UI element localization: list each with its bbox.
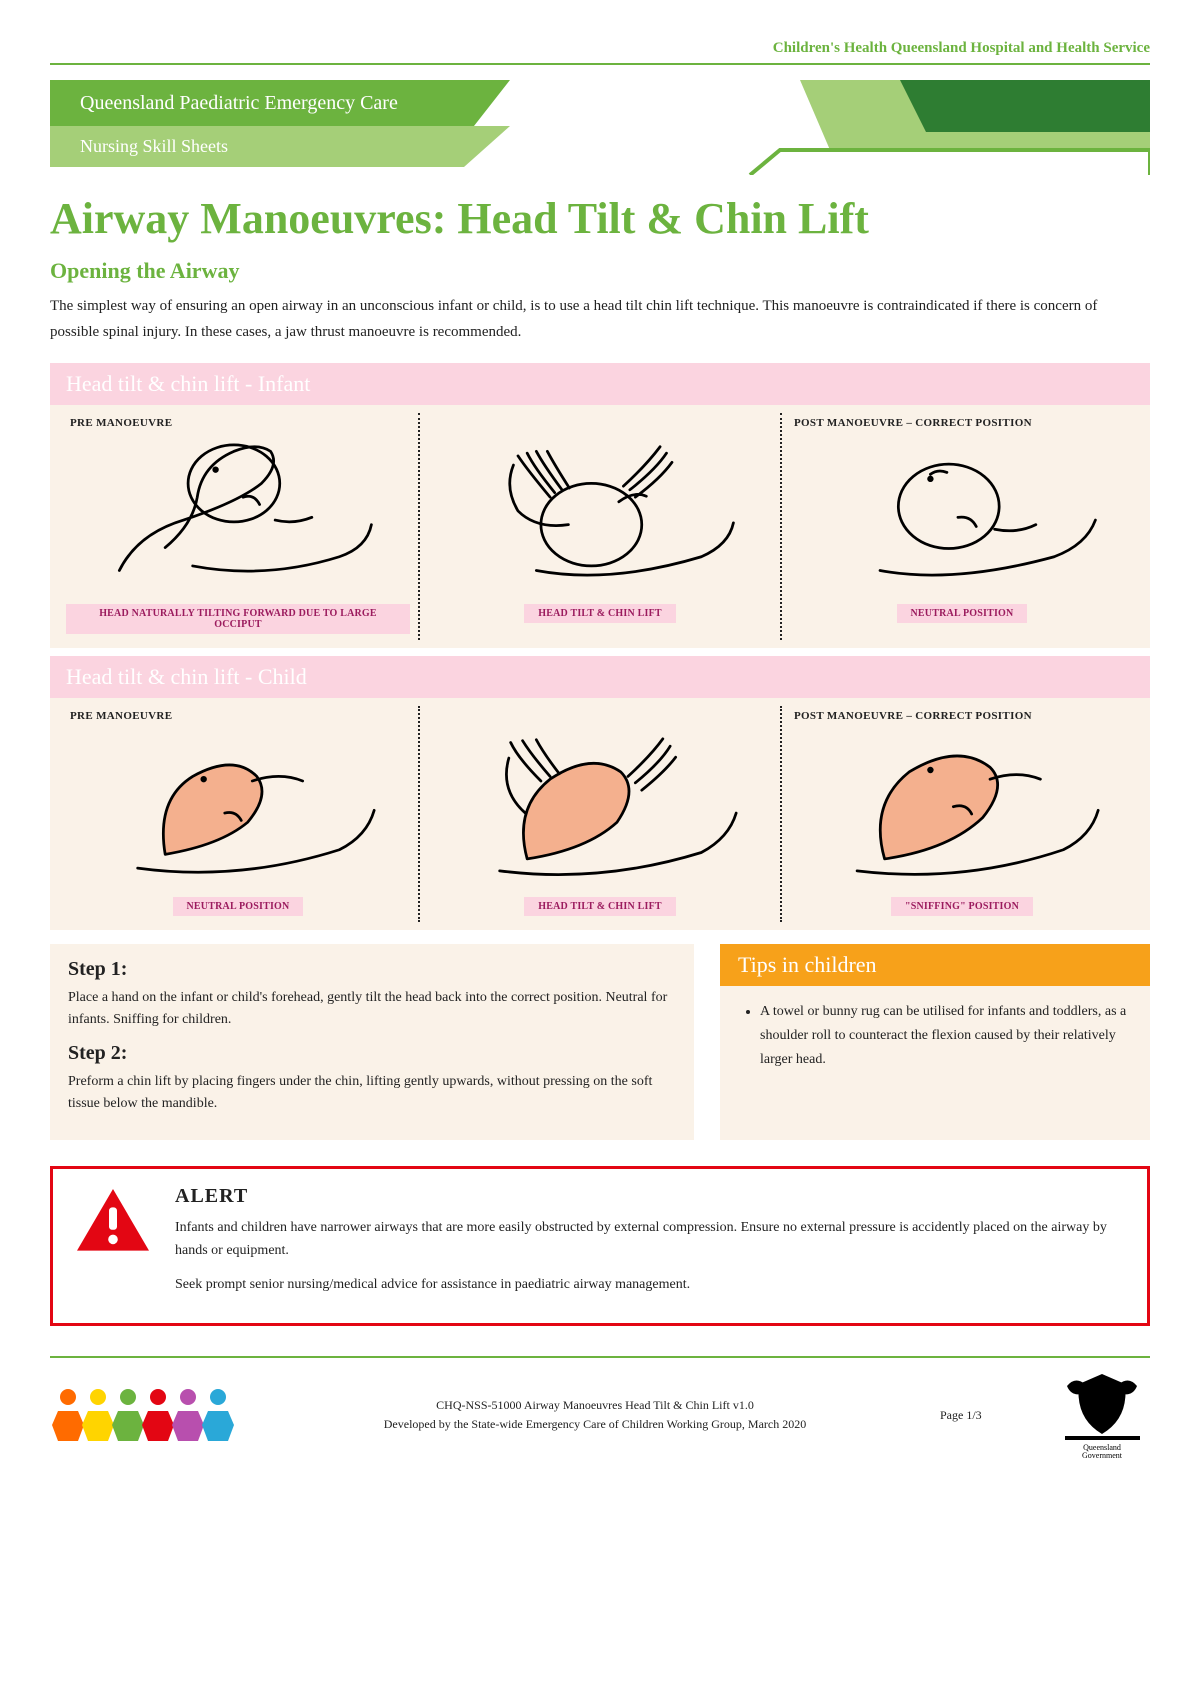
footer-page-number: Page 1/3 (940, 1408, 1020, 1423)
banner-department: Queensland Paediatric Emergency Care (50, 80, 510, 127)
panel-caption: HEAD TILT & CHIN LIFT (524, 604, 676, 623)
step2-body: Preform a chin lift by placing fingers u… (68, 1071, 676, 1116)
step1-body: Place a hand on the infant or child's fo… (68, 987, 676, 1032)
alert-text: ALERT Infants and children have narrower… (175, 1185, 1127, 1307)
panel-caption: NEUTRAL POSITION (173, 897, 304, 916)
infant-figure-pre (66, 433, 410, 598)
panel-caption: HEAD NATURALLY TILTING FORWARD DUE TO LA… (66, 604, 410, 634)
alert-paragraph-1: Infants and children have narrower airwa… (175, 1216, 1127, 1264)
steps-tips-row: Step 1: Place a hand on the infant or ch… (50, 944, 1150, 1140)
infant-diagram-row: PRE MANOEUVRE HEAD NATURALLY TILTING FOR… (50, 405, 1150, 648)
infant-panel-1: PRE MANOEUVRE HEAD NATURALLY TILTING FOR… (58, 413, 420, 640)
footer-ref-line: CHQ-NSS-51000 Airway Manoeuvres Head Til… (270, 1396, 920, 1415)
panel-top-label (428, 708, 772, 726)
panel-top-label: PRE MANOEUVRE (66, 415, 410, 433)
panel-top-label: POST MANOEUVRE – CORRECT POSITION (790, 415, 1134, 433)
panel-top-label: PRE MANOEUVRE (66, 708, 410, 726)
alert-title: ALERT (175, 1185, 1127, 1208)
panel-caption: HEAD TILT & CHIN LIFT (524, 897, 676, 916)
child-panel-1: PRE MANOEUVRE NEUTRAL POSITION (58, 706, 420, 922)
section-heading-child: Head tilt & chin lift - Child (50, 656, 1150, 698)
page-title: Airway Manoeuvres: Head Tilt & Chin Lift (50, 193, 1150, 244)
infant-figure-lift (428, 433, 772, 598)
child-figure-post (790, 726, 1134, 891)
banner-decoration (630, 80, 1150, 175)
footer-reference: CHQ-NSS-51000 Airway Manoeuvres Head Til… (270, 1396, 920, 1434)
step1-heading: Step 1: (68, 958, 676, 981)
page-footer: CHQ-NSS-51000 Airway Manoeuvres Head Til… (50, 1356, 1150, 1463)
child-panel-3: POST MANOEUVRE – CORRECT POSITION "SNIFF… (782, 706, 1142, 922)
panel-top-label: POST MANOEUVRE – CORRECT POSITION (790, 708, 1134, 726)
child-figure-pre (66, 726, 410, 891)
banner-area: Queensland Paediatric Emergency Care Nur… (50, 80, 1150, 175)
svg-text:Government: Government (1082, 1451, 1123, 1458)
alert-paragraph-2: Seek prompt senior nursing/medical advic… (175, 1273, 1127, 1297)
alert-box: ALERT Infants and children have narrower… (50, 1166, 1150, 1326)
tips-item: A towel or bunny rug can be utilised for… (760, 1000, 1130, 1071)
children-figures-icon (50, 1383, 250, 1448)
infant-figure-post (790, 433, 1134, 598)
alert-triangle-icon (73, 1185, 153, 1307)
steps-column: Step 1: Place a hand on the infant or ch… (50, 944, 694, 1140)
child-figure-lift (428, 726, 772, 891)
step2-heading: Step 2: (68, 1042, 676, 1065)
banner-series: Nursing Skill Sheets (50, 126, 510, 167)
panel-top-label (428, 415, 772, 433)
government-crest-icon: Queensland Government (1040, 1368, 1150, 1463)
brand-line: Children's Health Queensland Hospital an… (50, 40, 1150, 65)
page-subtitle: Opening the Airway (50, 258, 1150, 284)
panel-caption: NEUTRAL POSITION (897, 604, 1028, 623)
child-panel-2: HEAD TILT & CHIN LIFT (420, 706, 782, 922)
infant-panel-3: POST MANOEUVRE – CORRECT POSITION NEUTRA… (782, 413, 1142, 640)
panel-caption: "SNIFFING" POSITION (891, 897, 1033, 916)
intro-paragraph: The simplest way of ensuring an open air… (50, 294, 1150, 345)
footer-dev-line: Developed by the State-wide Emergency Ca… (270, 1415, 920, 1434)
section-heading-infant: Head tilt & chin lift - Infant (50, 363, 1150, 405)
tips-heading: Tips in children (720, 944, 1150, 986)
child-diagram-row: PRE MANOEUVRE NEUTRAL POSITION (50, 698, 1150, 930)
tips-column: Tips in children A towel or bunny rug ca… (720, 944, 1150, 1140)
infant-panel-2: HEAD TILT & CHIN LIFT (420, 413, 782, 640)
